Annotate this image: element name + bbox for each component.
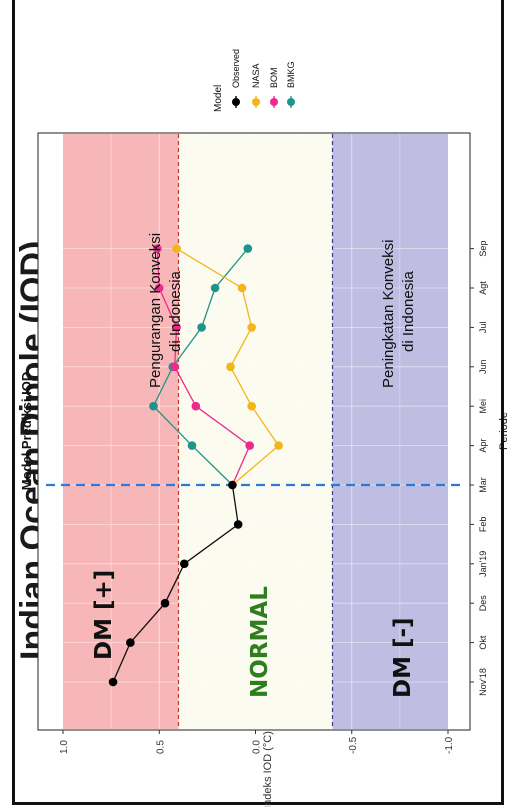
series-line-observed (112, 484, 239, 683)
y-tick-label: -1.0 (444, 736, 455, 754)
point-observed (160, 598, 170, 608)
legend-label-bom: BOM (269, 67, 279, 88)
point-bmkg (187, 441, 197, 450)
legend-key-bmkg (287, 98, 295, 106)
point-bom (172, 323, 181, 332)
legend-label-observed: Observed (231, 49, 241, 88)
annotation-increased-convection-line2: di Indonesia (400, 270, 417, 352)
zone-label-dm-negative: DM [-] (390, 617, 416, 698)
point-observed (233, 520, 243, 529)
x-tick-label: Sep (478, 241, 488, 257)
point-bom (170, 362, 179, 372)
y-axis-ticks: 1.0 0.5 0.0 -0.5 -1.0 (59, 730, 455, 754)
x-tick-label: Jun (478, 360, 488, 375)
legend-key-bom (270, 98, 278, 106)
point-bom (191, 401, 201, 411)
zone-dm-positive (63, 134, 179, 729)
legend-key-nasa (252, 98, 260, 106)
x-tick-label: Mar (478, 477, 488, 493)
legend-key-observed (232, 98, 240, 106)
point-bmkg (243, 244, 253, 253)
point-nasa (226, 362, 235, 372)
point-bom (153, 244, 162, 253)
x-tick-label: Agt (478, 281, 488, 295)
zone-label-normal: NORMAL (247, 586, 273, 698)
point-observed (108, 677, 118, 687)
point-observed (179, 559, 189, 569)
point-bom (154, 283, 164, 293)
x-tick-label: Nov'18 (478, 668, 488, 696)
annotation-increased-convection-line1: Peningkatan Konveksi (380, 240, 397, 388)
point-nasa (247, 323, 256, 332)
annotation-reduced-convection-line2: di Indonesia (167, 270, 184, 352)
x-tick-label: Feb (478, 517, 488, 533)
legend-label-nasa: NASA (251, 63, 261, 88)
y-tick-label: 0.5 (155, 740, 166, 754)
zone-label-dm-positive: DM [+] (91, 570, 117, 660)
point-bmkg (210, 283, 220, 293)
point-observed (228, 480, 237, 490)
y-tick-label: 0.0 (252, 740, 263, 754)
point-nasa (237, 283, 247, 293)
y-tick-label: -0.5 (348, 736, 359, 754)
x-axis-ticks: Nov'18 Okt Des Jan'19 Feb Mar Apr Mei Jun Jul Agt S… (470, 241, 488, 696)
point-bmkg (149, 401, 158, 411)
x-axis-label: Periode (498, 412, 508, 450)
x-tick-label: Jul (478, 322, 488, 334)
x-tick-label: Okt (478, 635, 488, 650)
legend-label-bmkg: BMKG (286, 61, 296, 88)
annotation-reduced-convection-line1: Pengurangan Konveksi (147, 233, 164, 388)
point-observed (126, 638, 135, 647)
y-axis-label: Indeks IOD (°C) (262, 731, 274, 807)
zone-positive (63, 134, 179, 729)
point-bmkg (197, 323, 206, 332)
chart-title: Model Prediksi IOD (19, 372, 34, 490)
legend: Model Observed NASA BOM BMKG (213, 49, 296, 112)
point-bom (245, 441, 255, 450)
x-tick-label: Jan'19 (478, 551, 488, 577)
series-layer (108, 244, 283, 687)
point-nasa (172, 244, 181, 253)
point-nasa (247, 401, 256, 411)
y-tick-label: 1.0 (59, 740, 70, 754)
x-tick-label: Mei (478, 399, 488, 414)
x-tick-label: Des (478, 595, 488, 612)
x-tick-label: Apr (478, 439, 488, 453)
legend-title: Model (213, 85, 224, 112)
point-nasa (274, 441, 283, 450)
